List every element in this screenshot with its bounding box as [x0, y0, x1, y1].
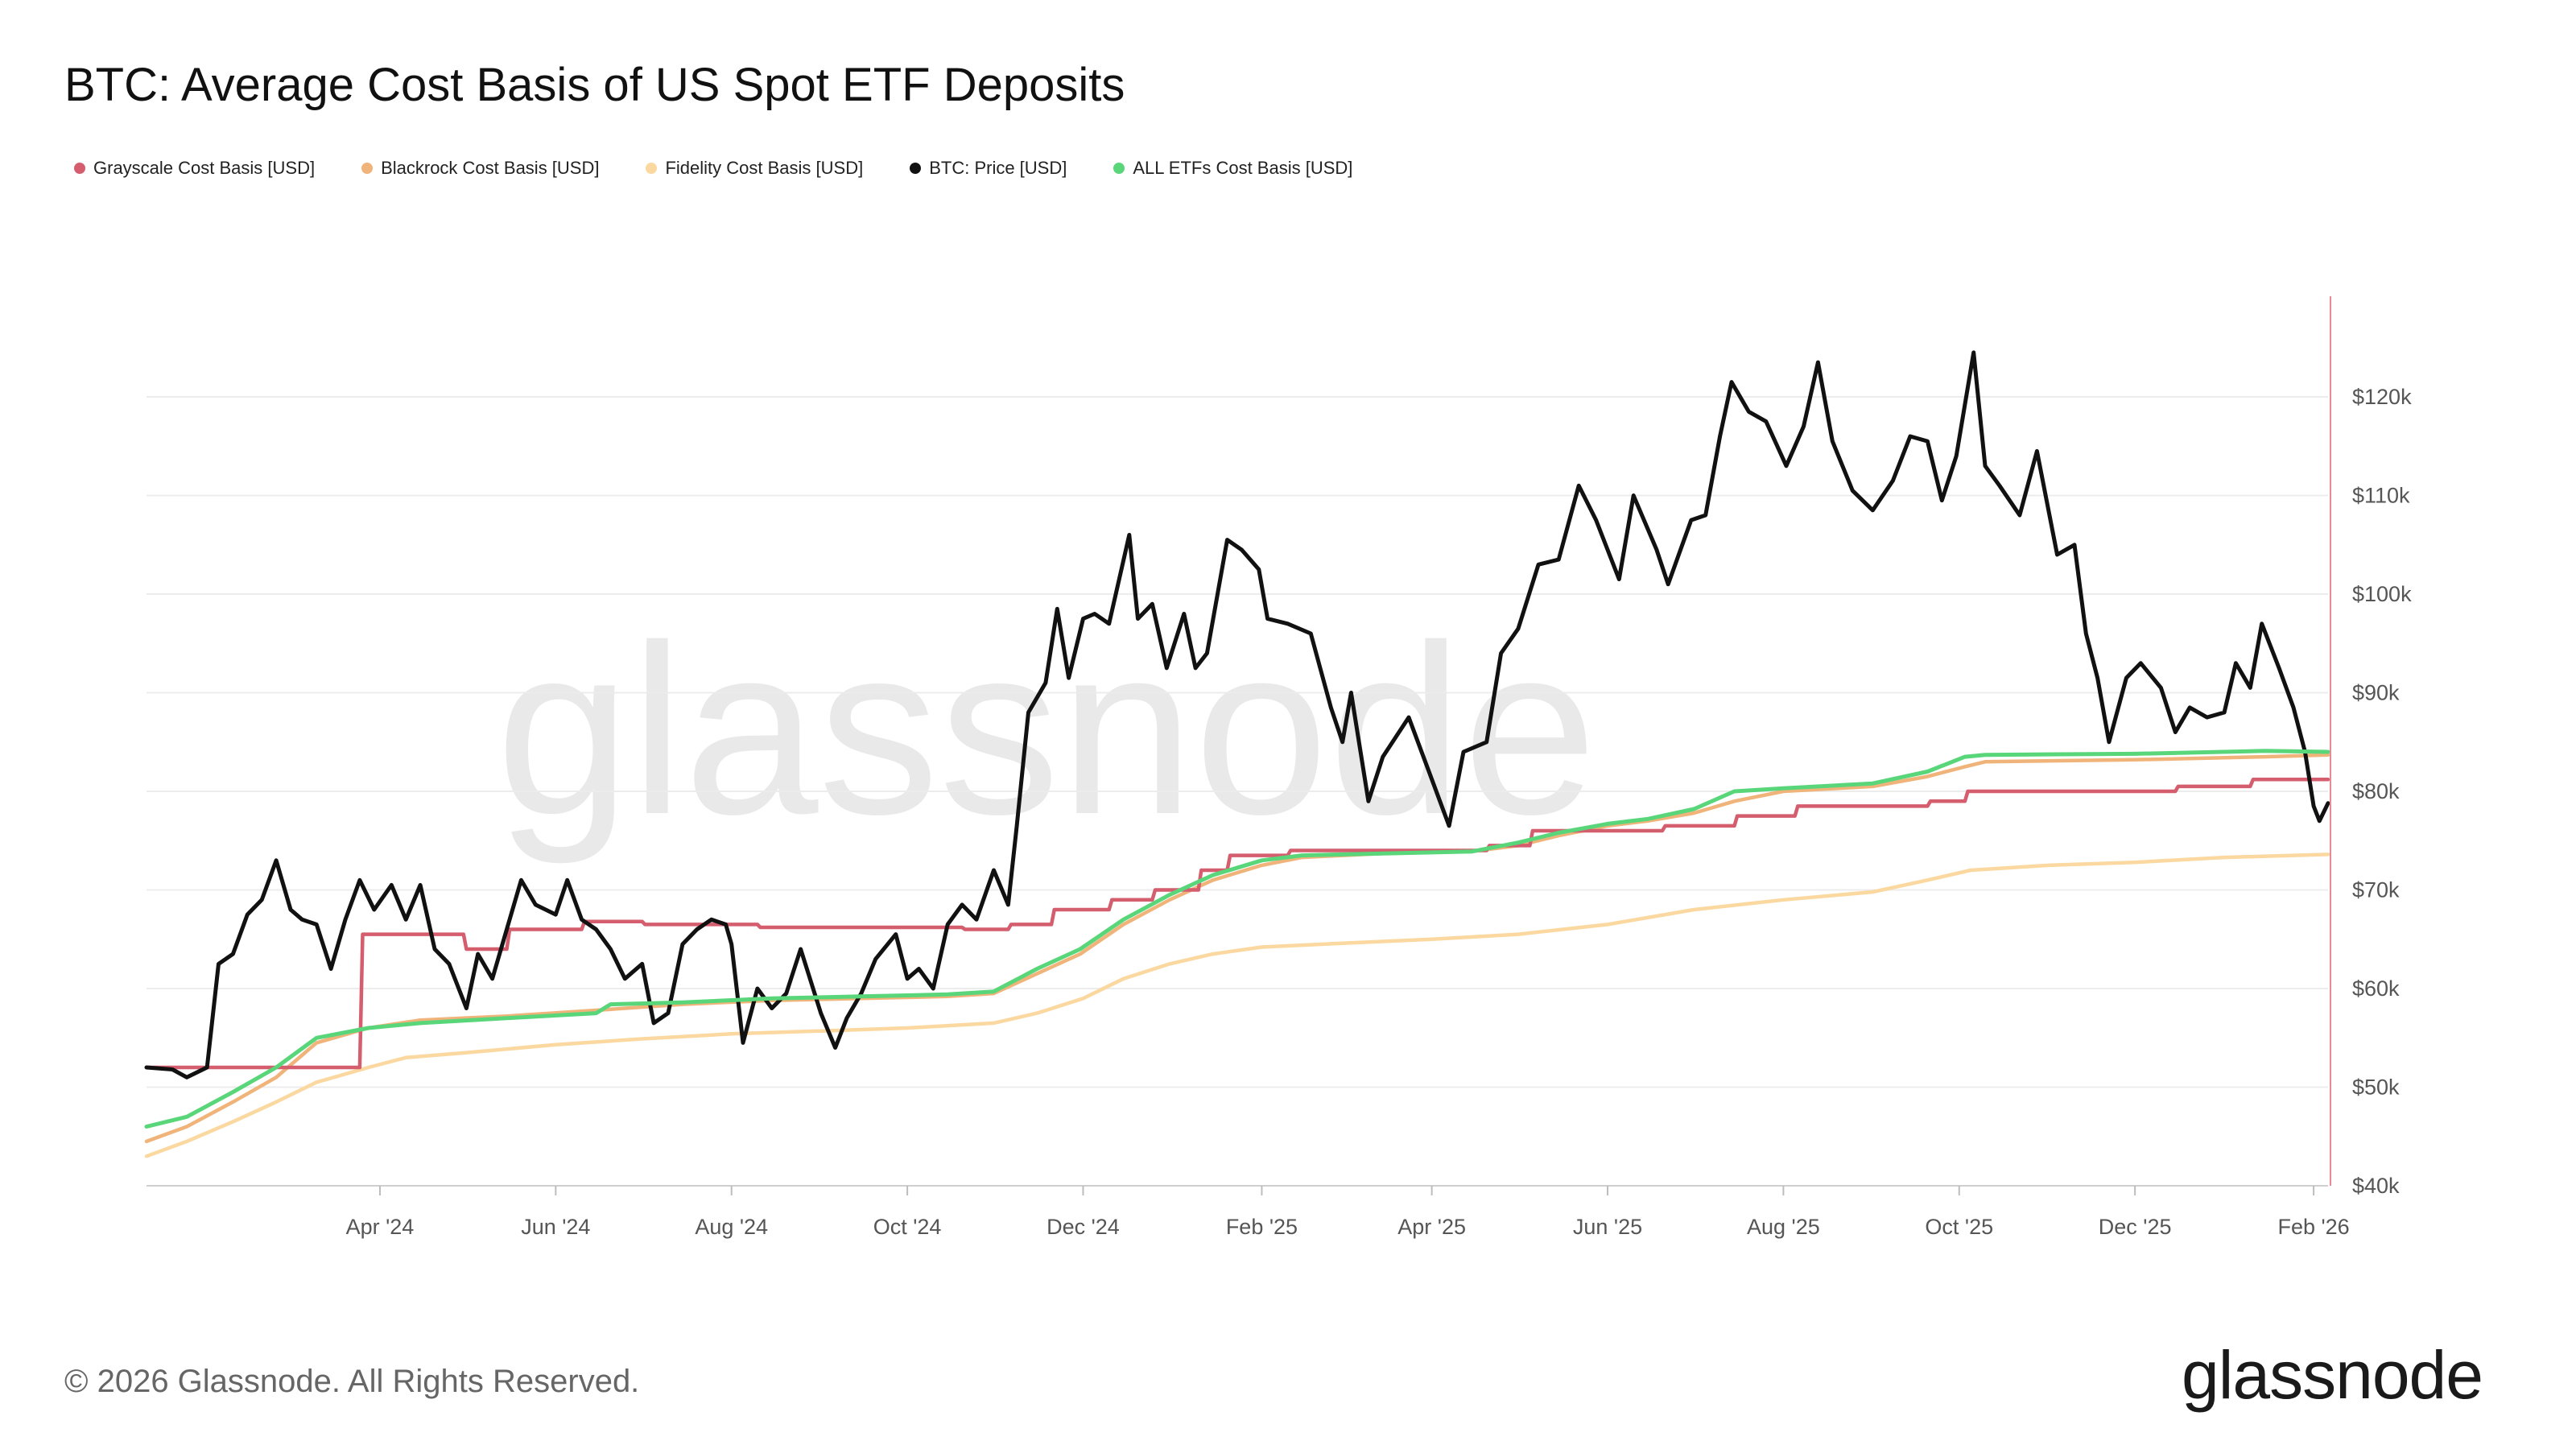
legend-item-blackrock[interactable]: Blackrock Cost Basis [USD] — [361, 158, 599, 179]
legend-item-all-etfs[interactable]: ALL ETFs Cost Basis [USD] — [1113, 158, 1352, 179]
legend-dot-btc-price — [910, 163, 922, 174]
legend-label-btc-price: BTC: Price [USD] — [929, 158, 1067, 178]
y-tick-label: $120k — [2352, 385, 2412, 409]
x-tick-label: Apr '25 — [1397, 1215, 1466, 1239]
x-axis: Apr '24 Jun '24 Aug '24 Oct '24 Dec '24 Feb '… — [147, 1185, 2350, 1239]
x-tick-label: Aug '25 — [1747, 1215, 1820, 1239]
x-tick-label: Jun '25 — [1573, 1215, 1642, 1239]
watermark-text: glassnode — [496, 594, 1597, 866]
series-line-btc-price — [144, 350, 2330, 1080]
series-line-all-etfs — [144, 749, 2330, 1129]
legend-item-btc-price[interactable]: BTC: Price [USD] — [910, 158, 1067, 179]
y-tick-label: $50k — [2352, 1075, 2400, 1100]
legend-dot-all-etfs — [1113, 163, 1125, 174]
legend-label-all-etfs: ALL ETFs Cost Basis [USD] — [1133, 158, 1353, 178]
x-tick-label: Oct '25 — [1925, 1215, 1993, 1239]
y-axis: $40k $50k $60k $70k $80k $90k $100k $110k $120k — [2352, 385, 2412, 1198]
y-tick-label: $40k — [2352, 1174, 2400, 1198]
series-line-blackrock — [144, 753, 2330, 1144]
y-tick-label: $70k — [2352, 878, 2400, 902]
x-tick-label: Feb '26 — [2277, 1215, 2349, 1239]
legend-item-grayscale[interactable]: Grayscale Cost Basis [USD] — [74, 158, 315, 179]
legend-dot-blackrock — [361, 163, 374, 174]
x-tick-label: Feb '25 — [1226, 1215, 1298, 1239]
x-tick-label: Aug '24 — [695, 1215, 768, 1239]
legend-label-grayscale: Grayscale Cost Basis [USD] — [93, 158, 316, 178]
chart-title: BTC: Average Cost Basis of US Spot ETF D… — [64, 59, 1125, 111]
legend-dot-fidelity — [646, 163, 658, 174]
x-tick-label: Oct '24 — [873, 1215, 942, 1239]
legend-label-fidelity: Fidelity Cost Basis [USD] — [665, 158, 864, 178]
legend-dot-grayscale — [74, 163, 85, 174]
glassnode-logo[interactable]: glassnode — [2182, 1337, 2483, 1413]
y-tick-label: $100k — [2352, 582, 2412, 606]
series-lines — [144, 350, 2330, 1158]
y-tick-label: $60k — [2352, 976, 2400, 1001]
y-tick-label: $110k — [2352, 484, 2410, 508]
y-tick-label: $80k — [2352, 779, 2400, 803]
series-line-fidelity — [144, 852, 2330, 1158]
y-tick-label: $90k — [2352, 681, 2400, 705]
x-tick-label: Dec '24 — [1046, 1215, 1120, 1239]
x-tick-label: Apr '24 — [346, 1215, 415, 1239]
legend-item-fidelity[interactable]: Fidelity Cost Basis [USD] — [646, 158, 863, 179]
x-tick-label: Jun '24 — [521, 1215, 590, 1239]
legend-label-blackrock: Blackrock Cost Basis [USD] — [381, 158, 600, 178]
copyright-footer: © 2026 Glassnode. All Rights Reserved. — [64, 1364, 640, 1399]
x-tick-label: Dec '25 — [2099, 1215, 2172, 1239]
legend: Grayscale Cost Basis [USD] Blackrock Cos… — [74, 158, 1352, 179]
